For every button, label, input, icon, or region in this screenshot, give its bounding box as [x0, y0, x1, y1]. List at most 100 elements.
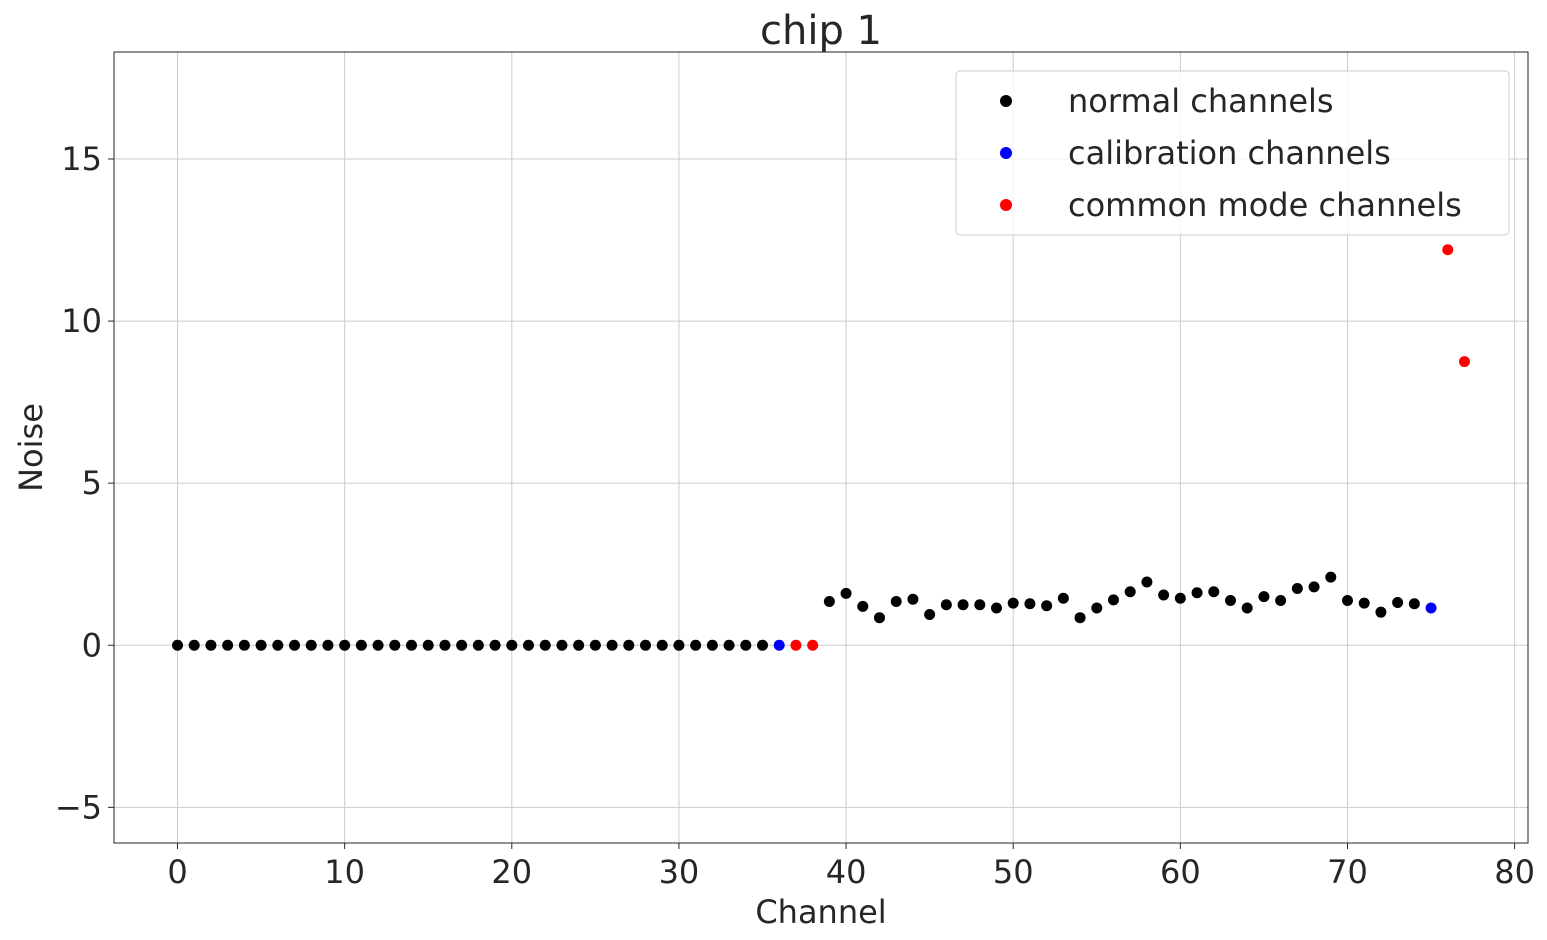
data-point	[907, 593, 919, 605]
y-tick-label: −5	[55, 788, 102, 826]
data-point	[406, 639, 418, 651]
data-point	[255, 639, 267, 651]
data-point	[823, 595, 835, 607]
data-point	[289, 639, 301, 651]
y-tick-label: 10	[61, 302, 102, 340]
data-point	[1308, 581, 1320, 593]
data-point	[706, 639, 718, 651]
legend-label: normal channels	[1068, 82, 1334, 120]
data-point	[807, 639, 819, 651]
data-point	[238, 639, 250, 651]
data-point	[606, 639, 618, 651]
data-point	[389, 639, 401, 651]
data-point	[1291, 583, 1303, 595]
data-point	[1325, 571, 1337, 583]
x-tick-label: 60	[1160, 853, 1201, 891]
x-tick-label: 10	[324, 853, 365, 891]
series-group	[172, 571, 1420, 651]
data-point	[523, 639, 535, 651]
data-point	[1375, 606, 1387, 618]
legend: normal channels calibration channels commo…	[955, 70, 1510, 236]
data-point	[623, 639, 635, 651]
data-point	[1392, 596, 1404, 608]
legend-marker	[1000, 147, 1012, 159]
data-point	[723, 639, 735, 651]
x-tick-label: 70	[1327, 853, 1368, 891]
data-point	[1425, 602, 1437, 614]
data-point	[339, 639, 351, 651]
data-point	[990, 602, 1002, 614]
data-point	[690, 639, 702, 651]
x-axis-label: Channel	[755, 893, 886, 931]
data-point	[1107, 594, 1119, 606]
data-point	[589, 639, 601, 651]
data-point	[205, 639, 217, 651]
data-point	[1442, 244, 1454, 256]
data-point	[640, 639, 652, 651]
data-point	[974, 599, 986, 611]
data-point	[924, 608, 936, 620]
data-point	[1007, 597, 1019, 609]
data-point	[539, 639, 551, 651]
data-point	[673, 639, 685, 651]
plot-frame	[113, 51, 1529, 844]
x-tick-label: 20	[491, 853, 532, 891]
y-axis-label: Noise	[12, 403, 50, 492]
data-point	[790, 639, 802, 651]
legend-marker	[1000, 199, 1012, 211]
data-point	[422, 639, 434, 651]
data-point	[940, 599, 952, 611]
data-point	[740, 639, 752, 651]
data-point	[322, 639, 334, 651]
data-point	[372, 639, 384, 651]
data-point	[840, 587, 852, 599]
data-point	[1358, 597, 1370, 609]
y-tick-label: 15	[61, 140, 102, 178]
data-point	[1241, 602, 1253, 614]
legend-marker	[1000, 95, 1012, 107]
data-point	[456, 639, 468, 651]
data-point	[1024, 598, 1036, 610]
data-point	[1174, 592, 1186, 604]
x-tick-label: 50	[993, 853, 1034, 891]
data-point	[1258, 591, 1270, 603]
data-point	[773, 639, 785, 651]
data-point	[1057, 592, 1069, 604]
data-point	[439, 639, 451, 651]
data-point	[472, 639, 484, 651]
x-tick-label: 40	[826, 853, 867, 891]
data-point	[873, 612, 885, 624]
data-point	[1408, 598, 1420, 610]
data-point	[573, 639, 585, 651]
data-point	[506, 639, 518, 651]
data-point	[222, 639, 234, 651]
legend-label: calibration channels	[1068, 134, 1391, 172]
data-point	[188, 639, 200, 651]
y-axis-ticks: −5 0 5 10 15	[55, 140, 114, 826]
data-point	[172, 639, 184, 651]
data-point	[1141, 576, 1153, 588]
y-tick-label: 5	[82, 464, 102, 502]
chart-title: chip 1	[760, 8, 882, 54]
data-points	[172, 244, 1470, 651]
data-point	[1091, 602, 1103, 614]
data-point	[1341, 595, 1353, 607]
data-point	[1124, 586, 1136, 598]
data-point	[355, 639, 367, 651]
legend-box	[955, 70, 1510, 236]
data-point	[1458, 356, 1470, 368]
data-point	[1275, 595, 1287, 607]
data-point	[489, 639, 501, 651]
data-point	[556, 639, 568, 651]
x-tick-label: 80	[1494, 853, 1535, 891]
data-point	[857, 600, 869, 612]
data-point	[1158, 589, 1170, 601]
data-point	[272, 639, 284, 651]
series-group	[790, 244, 1470, 651]
data-point	[1041, 600, 1053, 612]
x-tick-label: 0	[167, 853, 187, 891]
data-point	[305, 639, 317, 651]
data-point	[957, 599, 969, 611]
data-point	[656, 639, 668, 651]
